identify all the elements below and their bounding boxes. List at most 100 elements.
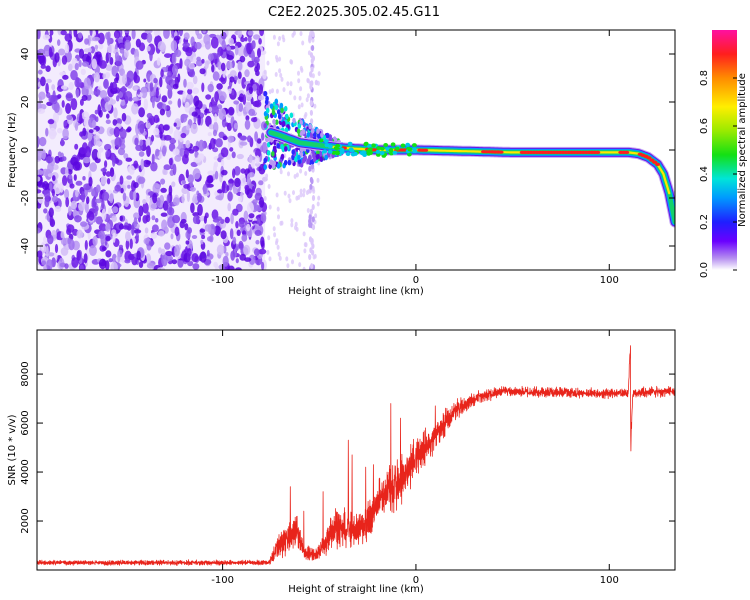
noise-speckle bbox=[153, 114, 160, 124]
noise-speckle bbox=[116, 95, 120, 102]
spectrogram-x-label: Height of straight line (km) bbox=[288, 286, 424, 297]
noise-speckle bbox=[110, 139, 116, 144]
noise-speckle bbox=[113, 126, 120, 138]
noise-speckle bbox=[254, 229, 262, 236]
noise-speckle bbox=[125, 157, 133, 162]
transition-speckle bbox=[265, 136, 269, 143]
noise-speckle bbox=[59, 182, 64, 193]
noise-speckle bbox=[187, 248, 192, 257]
sparse-speckle bbox=[267, 235, 271, 241]
noise-speckle bbox=[46, 259, 53, 270]
noise-speckle bbox=[168, 157, 173, 166]
sparse-speckle bbox=[316, 201, 320, 207]
noise-speckle bbox=[238, 196, 242, 203]
spur-speckle bbox=[311, 45, 315, 51]
transition-speckle bbox=[269, 103, 274, 109]
noise-speckle bbox=[102, 191, 110, 201]
noise-speckle bbox=[65, 103, 72, 114]
noise-speckle bbox=[230, 212, 234, 225]
noise-speckle bbox=[237, 61, 243, 71]
transition-speckle bbox=[317, 133, 321, 139]
noise-speckle bbox=[238, 221, 245, 228]
noise-speckle bbox=[133, 85, 138, 91]
noise-speckle bbox=[151, 96, 155, 109]
sparse-speckle bbox=[289, 59, 293, 65]
noise-speckle bbox=[124, 259, 131, 264]
noise-speckle bbox=[84, 38, 90, 45]
noise-speckle bbox=[183, 147, 189, 159]
transition-speckle bbox=[280, 107, 284, 114]
noise-speckle bbox=[47, 119, 55, 125]
noise-speckle bbox=[225, 252, 229, 257]
noise-speckle bbox=[187, 227, 192, 234]
noise-speckle bbox=[160, 248, 166, 256]
noise-speckle bbox=[104, 101, 112, 112]
noise-speckle bbox=[122, 73, 127, 85]
colorbar-tick-label: 0.6 bbox=[699, 118, 710, 134]
noise-speckle bbox=[135, 60, 144, 70]
snr-frame bbox=[36, 329, 676, 571]
noise-speckle bbox=[70, 156, 79, 166]
noise-speckle bbox=[244, 257, 252, 262]
transition-speckle bbox=[310, 128, 315, 134]
colorbar-tick-label: 0.4 bbox=[699, 166, 710, 182]
noise-speckle bbox=[216, 83, 223, 90]
noise-speckle bbox=[81, 61, 90, 67]
noise-speckle bbox=[153, 127, 160, 136]
noise-speckle bbox=[243, 244, 251, 256]
noise-speckle bbox=[192, 212, 200, 217]
noise-speckle bbox=[60, 231, 65, 239]
spectrogram-x-tick-label: 100 bbox=[600, 275, 619, 286]
noise-speckle bbox=[45, 65, 51, 72]
sparse-speckle bbox=[314, 79, 318, 85]
noise-speckle bbox=[222, 135, 228, 141]
noise-speckle bbox=[208, 106, 213, 113]
noise-speckle bbox=[120, 187, 124, 194]
ridge-blob bbox=[350, 152, 356, 157]
noise-speckle bbox=[41, 260, 47, 266]
noise-speckle bbox=[197, 192, 202, 203]
noise-speckle bbox=[253, 248, 260, 256]
noise-speckle bbox=[182, 90, 186, 103]
noise-speckle bbox=[232, 208, 239, 216]
noise-speckle bbox=[61, 156, 67, 162]
noise-speckle bbox=[127, 165, 135, 174]
noise-speckle bbox=[64, 263, 69, 269]
sparse-speckle bbox=[267, 184, 271, 189]
noise-speckle bbox=[183, 32, 190, 40]
figure-title: C2E2.2025.305.02.45.G11 bbox=[268, 5, 440, 20]
transition-speckle bbox=[283, 105, 288, 112]
snr-line bbox=[37, 345, 675, 566]
noise-speckle bbox=[180, 132, 187, 139]
noise-speckle bbox=[190, 123, 198, 135]
noise-speckle bbox=[165, 250, 174, 257]
noise-speckle bbox=[146, 32, 153, 44]
noise-speckle bbox=[113, 107, 118, 119]
noise-speckle bbox=[88, 176, 93, 187]
noise-speckle bbox=[73, 30, 78, 38]
noise-speckle bbox=[146, 112, 153, 119]
noise-speckle bbox=[97, 32, 105, 45]
noise-speckle bbox=[212, 129, 218, 137]
noise-speckle bbox=[183, 184, 190, 189]
noise-speckle bbox=[54, 155, 61, 164]
transition-speckle bbox=[316, 153, 320, 160]
noise-speckle bbox=[135, 233, 139, 240]
spur-speckle bbox=[308, 214, 312, 221]
noise-speckle bbox=[145, 137, 151, 148]
noise-speckle bbox=[39, 136, 47, 147]
noise-speckle bbox=[201, 58, 205, 64]
noise-speckle bbox=[89, 30, 93, 37]
noise-speckle bbox=[221, 31, 227, 40]
noise-speckle bbox=[227, 88, 233, 94]
noise-speckle bbox=[61, 55, 68, 65]
noise-speckle bbox=[67, 237, 71, 245]
noise-speckle bbox=[90, 46, 95, 54]
transition-speckle bbox=[281, 120, 286, 127]
noise-speckle bbox=[146, 145, 151, 157]
noise-speckle bbox=[184, 223, 189, 231]
noise-speckle bbox=[248, 154, 253, 163]
noise-speckle bbox=[155, 148, 160, 157]
noise-speckle bbox=[95, 216, 104, 225]
noise-speckle bbox=[192, 196, 199, 204]
